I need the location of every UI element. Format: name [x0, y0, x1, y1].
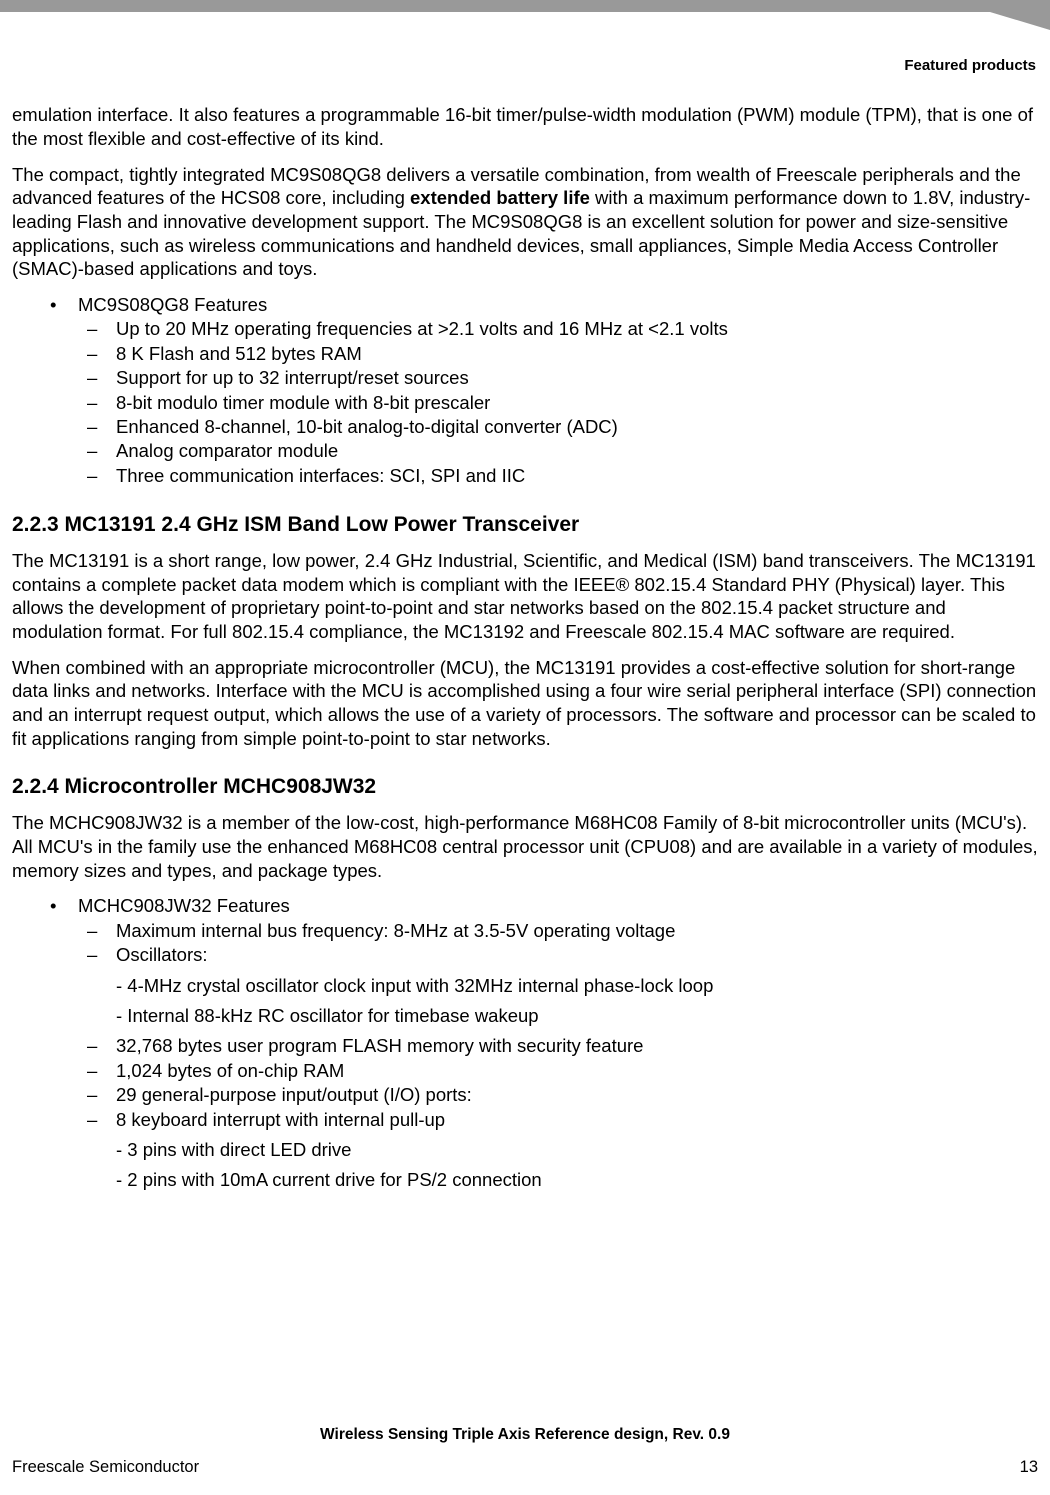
- footer-row: Freescale Semiconductor 13: [12, 1458, 1038, 1477]
- list-item: MC9S08QG8 Features: [12, 293, 1038, 317]
- bold-text: extended battery life: [410, 187, 590, 208]
- list-item: 8-bit modulo timer module with 8-bit pre…: [12, 391, 1038, 415]
- list-item: Up to 20 MHz operating frequencies at >2…: [12, 317, 1038, 341]
- footer-page-number: 13: [1020, 1458, 1038, 1477]
- list-item: 32,768 bytes user program FLASH memory w…: [12, 1034, 1038, 1058]
- list-item: 8 keyboard interrupt with internal pull-…: [12, 1108, 1038, 1132]
- list-item: 29 general-purpose input/output (I/O) po…: [12, 1083, 1038, 1107]
- sub-line: - 2 pins with 10mA current drive for PS/…: [12, 1168, 1038, 1192]
- paragraph: emulation interface. It also features a …: [12, 103, 1038, 150]
- list-item: MCHC908JW32 Features: [12, 894, 1038, 918]
- list-item: Analog comparator module: [12, 439, 1038, 463]
- feature-list: MCHC908JW32 Features Maximum internal bu…: [12, 894, 1038, 1192]
- heading-2-2-4: 2.2.4 Microcontroller MCHC908JW32: [12, 774, 1038, 801]
- feature-list: MC9S08QG8 Features Up to 20 MHz operatin…: [12, 293, 1038, 488]
- page-content: Featured products emulation interface. I…: [0, 12, 1050, 1193]
- heading-2-2-3: 2.2.3 MC13191 2.4 GHz ISM Band Low Power…: [12, 512, 1038, 539]
- list-item: 8 K Flash and 512 bytes RAM: [12, 342, 1038, 366]
- sub-line: - Internal 88-kHz RC oscillator for time…: [12, 1004, 1038, 1028]
- top-bar: [0, 0, 1050, 12]
- paragraph: The compact, tightly integrated MC9S08QG…: [12, 163, 1038, 281]
- list-item: Support for up to 32 interrupt/reset sou…: [12, 366, 1038, 390]
- list-item: Maximum internal bus frequency: 8-MHz at…: [12, 919, 1038, 943]
- paragraph: When combined with an appropriate microc…: [12, 656, 1038, 751]
- list-item: Enhanced 8-channel, 10-bit analog-to-dig…: [12, 415, 1038, 439]
- paragraph: The MC13191 is a short range, low power,…: [12, 549, 1038, 644]
- feature-sublist: Maximum internal bus frequency: 8-MHz at…: [12, 919, 1038, 1193]
- list-item: 1,024 bytes of on-chip RAM: [12, 1059, 1038, 1083]
- footer-doc-title: Wireless Sensing Triple Axis Reference d…: [12, 1426, 1038, 1444]
- list-item: Oscillators:: [12, 943, 1038, 967]
- corner-tab: [990, 12, 1050, 30]
- footer-company: Freescale Semiconductor: [12, 1458, 199, 1477]
- feature-sublist: Up to 20 MHz operating frequencies at >2…: [12, 317, 1038, 488]
- sub-line: - 4-MHz crystal oscillator clock input w…: [12, 974, 1038, 998]
- sub-line: - 3 pins with direct LED drive: [12, 1138, 1038, 1162]
- page-footer: Wireless Sensing Triple Axis Reference d…: [12, 1426, 1038, 1477]
- paragraph: The MCHC908JW32 is a member of the low-c…: [12, 811, 1038, 882]
- list-item: Three communication interfaces: SCI, SPI…: [12, 464, 1038, 488]
- header-section-label: Featured products: [12, 56, 1038, 75]
